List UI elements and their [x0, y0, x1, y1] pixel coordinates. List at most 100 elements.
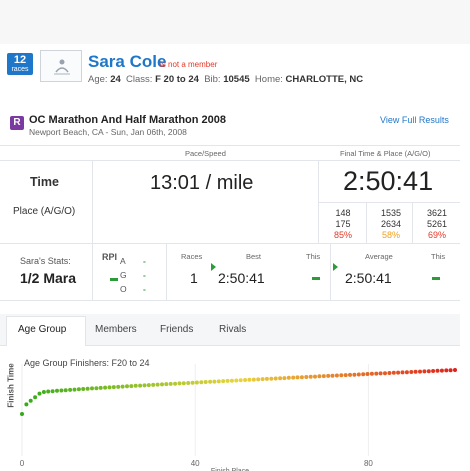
finisher-point[interactable]	[247, 377, 252, 382]
finisher-point[interactable]	[378, 371, 383, 376]
finisher-point[interactable]	[90, 386, 94, 391]
finisher-point[interactable]	[264, 376, 269, 381]
finisher-point[interactable]	[439, 368, 444, 373]
finisher-point[interactable]	[20, 412, 24, 416]
finisher-point[interactable]	[313, 374, 317, 379]
finisher-point[interactable]	[229, 378, 234, 383]
race-title[interactable]: OC Marathon And Half Marathon 2008	[29, 114, 227, 126]
finisher-point[interactable]	[453, 368, 457, 372]
finisher-point[interactable]	[243, 378, 248, 382]
finisher-point[interactable]	[435, 368, 440, 373]
finisher-point[interactable]	[146, 383, 151, 388]
finisher-point[interactable]	[151, 382, 156, 387]
finisher-point[interactable]	[129, 384, 134, 389]
finisher-point[interactable]	[426, 369, 431, 374]
finisher-point[interactable]	[361, 372, 366, 377]
finisher-point[interactable]	[400, 370, 405, 375]
finisher-point[interactable]	[221, 379, 226, 384]
finisher-point[interactable]	[50, 389, 55, 394]
races-count-badge[interactable]: 12 races	[7, 53, 33, 75]
finisher-point[interactable]	[251, 377, 256, 382]
finisher-point[interactable]	[212, 379, 217, 384]
finisher-point[interactable]	[444, 368, 449, 373]
finisher-point[interactable]	[103, 385, 108, 390]
finisher-point[interactable]	[186, 381, 191, 385]
finisher-point[interactable]	[304, 375, 309, 379]
finisher-point[interactable]	[41, 390, 46, 394]
finisher-point[interactable]	[225, 378, 230, 383]
finisher-point[interactable]	[448, 368, 453, 373]
finisher-point[interactable]	[409, 370, 414, 374]
finisher-point[interactable]	[46, 389, 51, 394]
finisher-point[interactable]	[72, 387, 77, 392]
finisher-point[interactable]	[68, 387, 73, 392]
finisher-point[interactable]	[317, 374, 322, 379]
finisher-point[interactable]	[63, 388, 68, 393]
finisher-point[interactable]	[369, 371, 374, 376]
tab-rivals[interactable]: Rivals	[219, 324, 247, 335]
finisher-point[interactable]	[125, 384, 129, 389]
finisher-point[interactable]	[164, 382, 169, 387]
finisher-point[interactable]	[111, 385, 116, 390]
finisher-point[interactable]	[181, 381, 186, 386]
finisher-point[interactable]	[352, 372, 357, 377]
finisher-point[interactable]	[155, 382, 160, 387]
finisher-point[interactable]	[177, 381, 182, 386]
finisher-point[interactable]	[431, 369, 436, 373]
finisher-point[interactable]	[199, 380, 204, 385]
view-full-results-link[interactable]: View Full Results	[380, 115, 449, 125]
finisher-point[interactable]	[383, 371, 387, 376]
finisher-point[interactable]	[365, 372, 370, 376]
finisher-point[interactable]	[208, 379, 213, 384]
finisher-point[interactable]	[282, 376, 287, 381]
finisher-point[interactable]	[203, 380, 208, 384]
finisher-point[interactable]	[194, 380, 199, 385]
finisher-point[interactable]	[404, 370, 409, 375]
finisher-point[interactable]	[278, 376, 283, 381]
finisher-point[interactable]	[238, 378, 243, 383]
finisher-point[interactable]	[55, 388, 59, 393]
tab-friends[interactable]: Friends	[160, 324, 194, 335]
finisher-point[interactable]	[28, 398, 33, 403]
finisher-point[interactable]	[59, 388, 64, 393]
finisher-point[interactable]	[269, 376, 274, 381]
finisher-point[interactable]	[216, 379, 221, 384]
finisher-point[interactable]	[339, 373, 344, 378]
finisher-point[interactable]	[295, 375, 300, 380]
finisher-point[interactable]	[138, 383, 143, 388]
finisher-point[interactable]	[37, 391, 42, 396]
finisher-point[interactable]	[256, 377, 261, 382]
finisher-point[interactable]	[334, 373, 339, 378]
finisher-point[interactable]	[94, 386, 99, 391]
finisher-point[interactable]	[343, 373, 348, 378]
finisher-point[interactable]	[348, 372, 352, 377]
finisher-point[interactable]	[107, 385, 112, 390]
finisher-point[interactable]	[391, 370, 396, 375]
finisher-point[interactable]	[273, 376, 278, 381]
finisher-point[interactable]	[160, 382, 164, 387]
finisher-point[interactable]	[356, 372, 361, 377]
finisher-point[interactable]	[116, 384, 121, 389]
finisher-point[interactable]	[173, 381, 178, 386]
finisher-point[interactable]	[374, 371, 379, 376]
finisher-point[interactable]	[81, 387, 86, 391]
finisher-point[interactable]	[85, 386, 90, 391]
finisher-point[interactable]	[98, 385, 103, 390]
avatar[interactable]	[40, 50, 82, 82]
finisher-point[interactable]	[286, 375, 291, 380]
finisher-point[interactable]	[321, 374, 326, 379]
finisher-point[interactable]	[234, 378, 239, 383]
finisher-point[interactable]	[326, 373, 331, 378]
finisher-point[interactable]	[76, 387, 81, 392]
finisher-point[interactable]	[418, 369, 422, 374]
finisher-point[interactable]	[291, 375, 296, 380]
finisher-point[interactable]	[142, 383, 147, 388]
finisher-point[interactable]	[387, 371, 392, 375]
finisher-point[interactable]	[33, 395, 38, 400]
finisher-point[interactable]	[308, 374, 313, 379]
runner-name[interactable]: Sara Cole	[88, 52, 167, 71]
finisher-point[interactable]	[24, 402, 29, 407]
finisher-point[interactable]	[168, 381, 173, 386]
finisher-point[interactable]	[120, 384, 125, 389]
finisher-point[interactable]	[330, 373, 335, 378]
